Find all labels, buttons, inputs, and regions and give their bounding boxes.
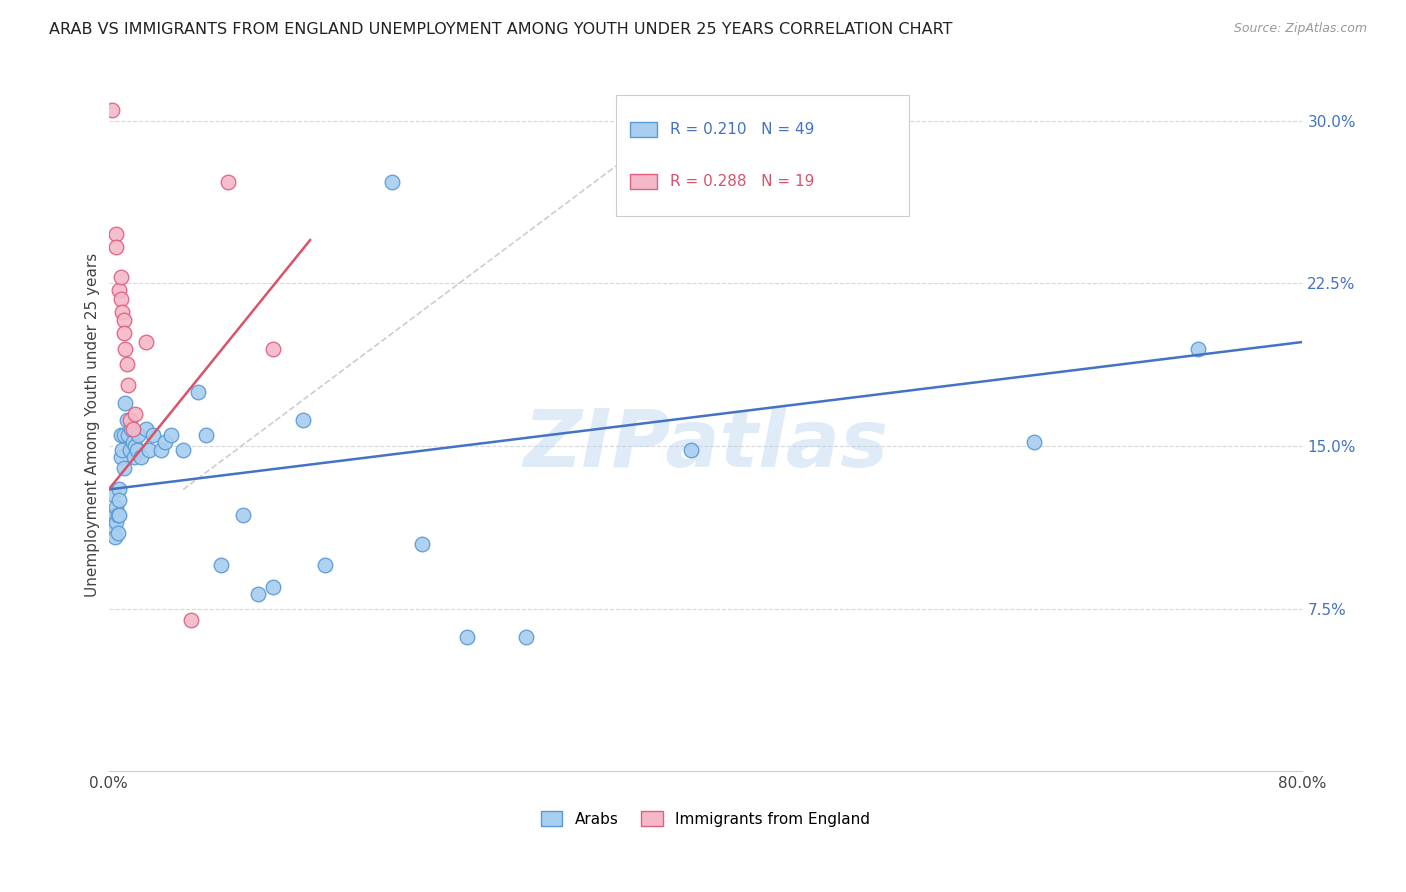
Point	[121, 422, 143, 436]
Y-axis label: Unemployment Among Youth under 25 years: Unemployment Among Youth under 25 years	[86, 252, 100, 597]
Point	[124, 407, 146, 421]
Point	[314, 558, 336, 573]
Point	[515, 630, 537, 644]
Point	[105, 239, 128, 253]
Point	[262, 580, 284, 594]
Point	[112, 326, 135, 341]
Point	[172, 443, 194, 458]
Point	[127, 428, 149, 442]
Point	[107, 508, 129, 523]
Point	[108, 508, 131, 523]
Point	[114, 395, 136, 409]
Point	[105, 227, 128, 241]
Point	[160, 428, 183, 442]
Point	[110, 269, 132, 284]
Point	[135, 334, 157, 349]
Point	[112, 313, 135, 327]
Point	[411, 536, 433, 550]
Point	[100, 487, 122, 501]
Point	[110, 428, 132, 442]
Point	[112, 428, 135, 442]
Point	[108, 483, 131, 497]
Point	[187, 384, 209, 399]
Text: R = 0.288   N = 19: R = 0.288 N = 19	[669, 174, 814, 189]
Text: Source: ZipAtlas.com: Source: ZipAtlas.com	[1233, 22, 1367, 36]
Point	[120, 422, 142, 436]
Text: ZIPatlas: ZIPatlas	[523, 406, 889, 484]
FancyBboxPatch shape	[630, 122, 657, 137]
Point	[209, 558, 232, 573]
Point	[110, 292, 132, 306]
Point	[115, 357, 138, 371]
Point	[104, 530, 127, 544]
Point	[101, 521, 124, 535]
Legend: Arabs, Immigrants from England: Arabs, Immigrants from England	[534, 805, 876, 833]
Point	[381, 175, 404, 189]
Point	[122, 450, 145, 464]
Point	[117, 378, 139, 392]
Point	[124, 439, 146, 453]
Point	[111, 304, 134, 318]
FancyBboxPatch shape	[630, 174, 657, 189]
Point	[262, 342, 284, 356]
Point	[118, 443, 141, 458]
Point	[107, 525, 129, 540]
Point	[135, 422, 157, 436]
Point	[1022, 434, 1045, 449]
Point	[115, 413, 138, 427]
Point	[217, 175, 239, 189]
Point	[121, 434, 143, 449]
Point	[110, 450, 132, 464]
Point	[194, 428, 217, 442]
Point	[1187, 342, 1209, 356]
Point	[117, 428, 139, 442]
Point	[138, 443, 160, 458]
Point	[142, 428, 165, 442]
Point	[100, 103, 122, 117]
Point	[149, 443, 172, 458]
Point	[104, 508, 127, 523]
Point	[125, 443, 148, 458]
Point	[114, 342, 136, 356]
Point	[232, 508, 254, 523]
Text: R = 0.210   N = 49: R = 0.210 N = 49	[669, 122, 814, 137]
Point	[155, 434, 177, 449]
Point	[111, 443, 134, 458]
Point	[180, 613, 202, 627]
Point	[679, 443, 702, 458]
Point	[456, 630, 478, 644]
Point	[105, 515, 128, 529]
Point	[131, 450, 153, 464]
Point	[246, 586, 269, 600]
Point	[105, 500, 128, 514]
Point	[118, 413, 141, 427]
Point	[291, 413, 314, 427]
Point	[108, 283, 131, 297]
FancyBboxPatch shape	[616, 95, 908, 216]
Point	[112, 460, 135, 475]
Point	[108, 493, 131, 508]
Text: ARAB VS IMMIGRANTS FROM ENGLAND UNEMPLOYMENT AMONG YOUTH UNDER 25 YEARS CORRELAT: ARAB VS IMMIGRANTS FROM ENGLAND UNEMPLOY…	[49, 22, 953, 37]
